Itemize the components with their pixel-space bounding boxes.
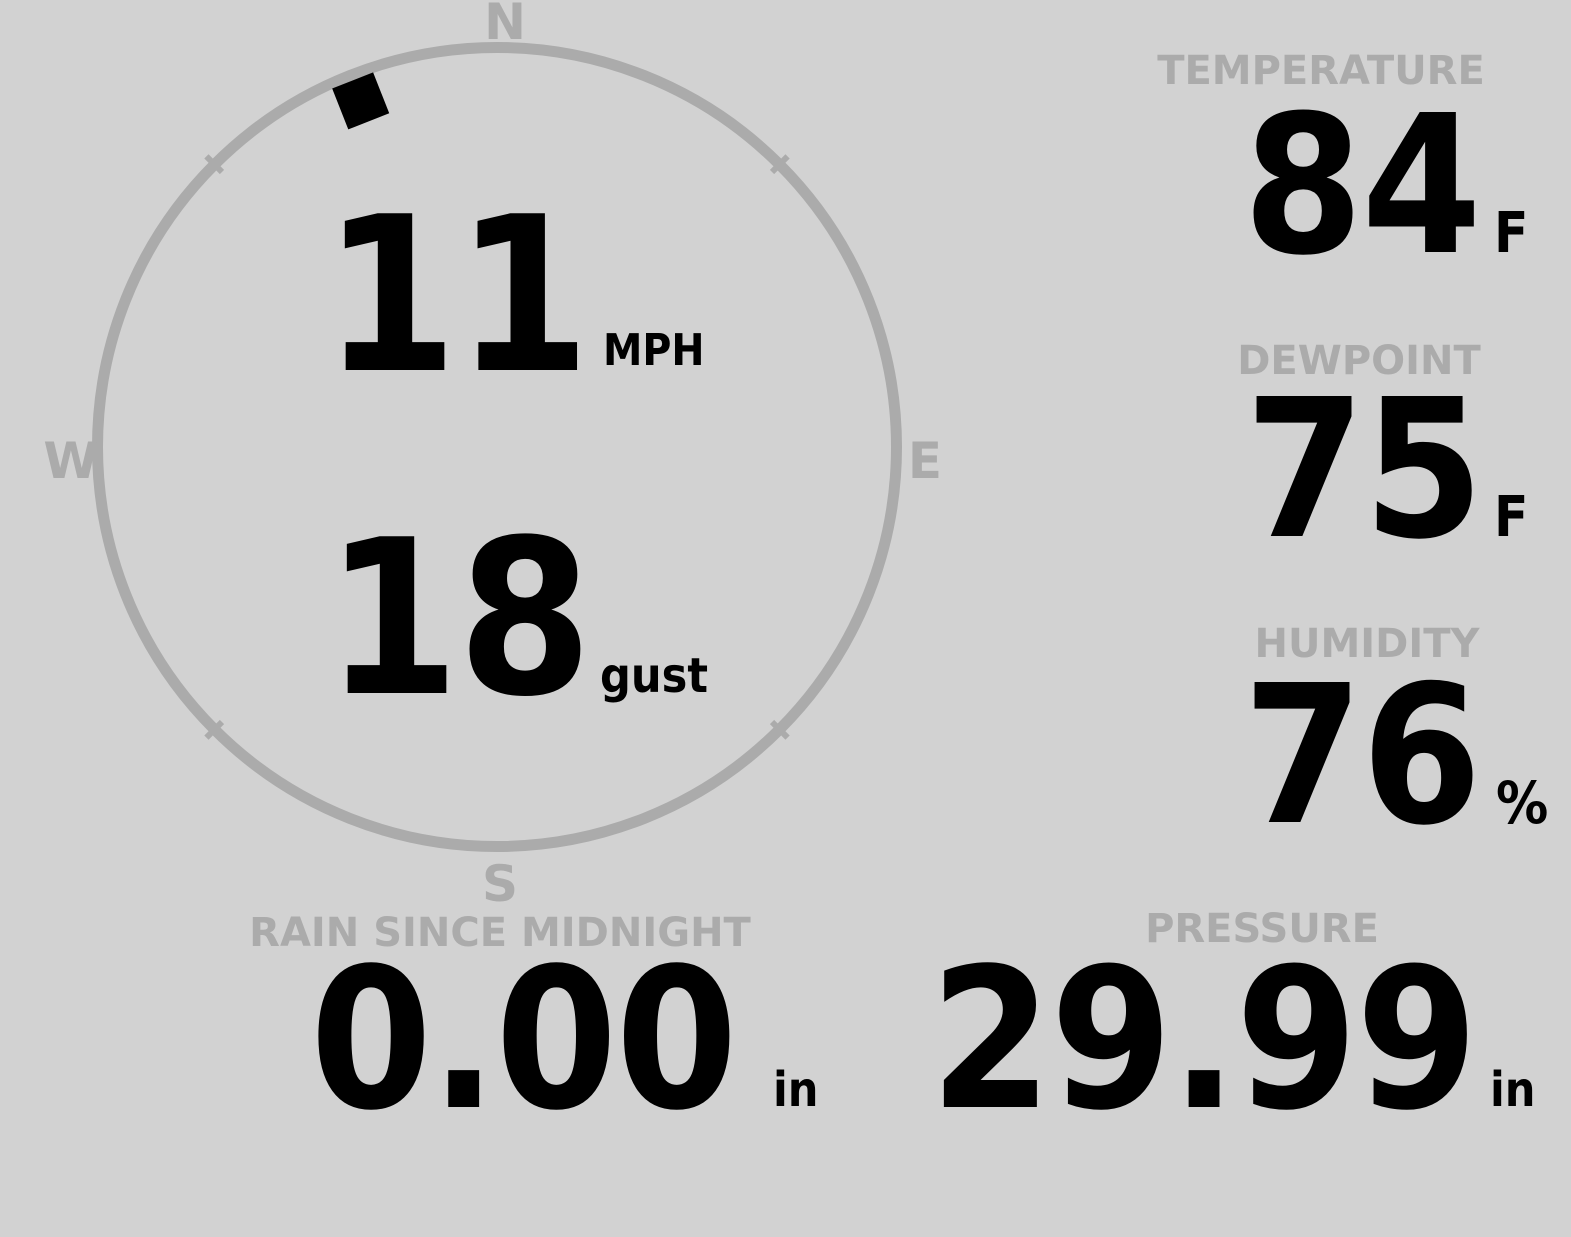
temperature-label: TEMPERATURE — [1157, 48, 1485, 94]
compass-label-south: S — [481, 855, 519, 913]
pressure-label: PRESSURE — [1145, 906, 1379, 952]
compass-tick-nw-icon — [204, 154, 225, 175]
compass-label-west: W — [43, 432, 99, 490]
wind-direction-marker-icon — [332, 72, 390, 130]
compass-tick-sw-icon — [204, 719, 225, 740]
wind-direction-marker — [332, 72, 390, 130]
wind-speed-unit: MPH — [603, 325, 705, 376]
humidity-unit: % — [1496, 769, 1549, 837]
temperature-unit: F — [1494, 201, 1529, 266]
humidity-value: 76 — [1243, 645, 1482, 868]
rain-since-midnight-value: 0.00 — [310, 926, 738, 1153]
dewpoint-value: 75 — [1245, 359, 1484, 582]
wind-gust-value: 18 — [325, 493, 592, 744]
temperature-value: 84 — [1243, 75, 1482, 298]
dewpoint-unit: F — [1494, 485, 1529, 550]
dewpoint-label: DEWPOINT — [1237, 338, 1481, 384]
compass-tick-se-icon — [769, 719, 790, 740]
pressure-unit: in — [1490, 1062, 1536, 1118]
compass-label-north: N — [484, 0, 526, 51]
wind-speed-value: 11 — [323, 170, 590, 421]
pressure-value: 29.99 — [930, 926, 1478, 1153]
compass-ring — [92, 42, 902, 852]
rain-since-midnight-unit: in — [773, 1062, 819, 1118]
rain-since-midnight-label: RAIN SINCE MIDNIGHT — [249, 910, 751, 956]
compass-tick-ne-icon — [769, 154, 790, 175]
compass-label-east: E — [907, 432, 943, 490]
wind-gust-unit: gust — [600, 648, 709, 704]
humidity-label: HUMIDITY — [1254, 621, 1480, 667]
